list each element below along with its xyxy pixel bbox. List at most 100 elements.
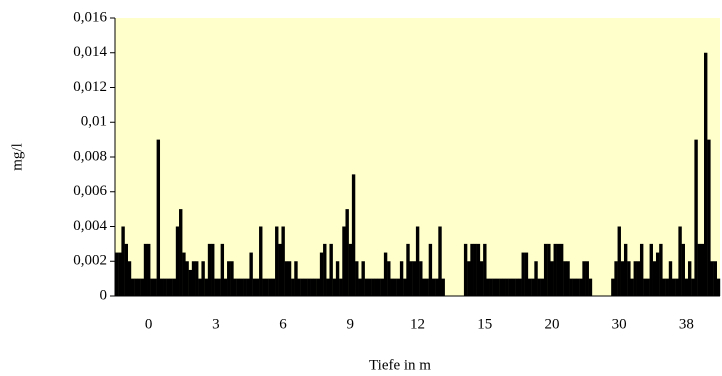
bar (553, 243, 557, 296)
bar (428, 243, 433, 296)
bar (239, 278, 244, 296)
bar (271, 278, 276, 296)
bar (399, 261, 404, 296)
bar (518, 278, 522, 296)
bar (476, 243, 481, 296)
bar (441, 278, 445, 296)
bar (662, 278, 666, 296)
bar (390, 278, 394, 296)
bar (233, 278, 237, 296)
bar (435, 278, 439, 296)
bar (339, 278, 343, 296)
x-tick-label: 38 (679, 316, 694, 332)
bar (214, 278, 218, 296)
bar (511, 278, 516, 296)
bar (556, 243, 561, 296)
bar (310, 278, 314, 296)
bar (479, 261, 484, 296)
bar (361, 261, 365, 296)
bar (524, 252, 529, 296)
bar (684, 278, 689, 296)
bar (646, 278, 650, 296)
bar (419, 261, 423, 296)
bar (179, 209, 183, 296)
bar (521, 252, 525, 296)
x-tick-label: 12 (410, 316, 425, 332)
bar (707, 139, 711, 296)
bar (582, 261, 586, 296)
bar (326, 278, 330, 296)
bar (313, 278, 317, 296)
bar (134, 278, 138, 296)
bar (300, 278, 305, 296)
x-tick-label: 0 (145, 316, 153, 332)
bar (319, 252, 324, 296)
bar (671, 278, 676, 296)
bar (425, 278, 429, 296)
bar (617, 226, 621, 296)
bar (377, 278, 381, 296)
bar (169, 278, 173, 296)
bar (710, 261, 714, 296)
bar (345, 209, 349, 296)
bar (463, 243, 468, 296)
bar (636, 261, 641, 296)
bar (652, 261, 657, 296)
bar (166, 278, 170, 296)
bar (665, 278, 669, 296)
bar (262, 278, 266, 296)
y-tick-label: 0,006 (73, 183, 107, 199)
bar (515, 278, 519, 296)
bar (217, 278, 221, 296)
y-axis-label: mg/l (9, 143, 25, 171)
bar (687, 261, 692, 296)
bar (649, 243, 653, 296)
bar (150, 278, 154, 296)
y-tick-label: 0,014 (73, 44, 107, 60)
bar (182, 252, 186, 296)
bar (406, 243, 410, 296)
bar (473, 243, 477, 296)
bar (275, 226, 279, 296)
bar (259, 226, 263, 296)
bar (227, 261, 231, 296)
bar (278, 243, 282, 296)
bar (198, 278, 202, 296)
bar (694, 139, 698, 296)
bar (201, 261, 205, 296)
x-tick-label: 15 (477, 316, 492, 332)
y-tick-label: 0,004 (73, 218, 107, 234)
bar (156, 139, 161, 296)
bar (297, 278, 301, 296)
y-tick-label: 0,012 (73, 79, 107, 95)
x-tick-label: 20 (544, 316, 559, 332)
bar (236, 278, 241, 296)
bar (569, 278, 573, 296)
bar (118, 252, 122, 296)
bar (697, 243, 701, 296)
x-tick-label: 30 (612, 316, 627, 332)
x-tick-label: 9 (347, 316, 355, 332)
bar (121, 226, 125, 296)
bar (367, 278, 372, 296)
bar (403, 278, 407, 296)
bar (547, 243, 551, 296)
bar (371, 278, 375, 296)
bar (307, 278, 311, 296)
bar (614, 261, 618, 296)
bar (499, 278, 503, 296)
bar (294, 261, 298, 296)
bar (284, 261, 289, 296)
bar (431, 278, 436, 296)
bar (412, 261, 417, 296)
bar (534, 261, 538, 296)
bar (579, 278, 583, 296)
bar (630, 278, 634, 296)
bar (531, 278, 535, 296)
bar (348, 243, 353, 296)
bar (537, 278, 541, 296)
bar (668, 261, 673, 296)
bar (303, 278, 308, 296)
bar (700, 243, 705, 296)
